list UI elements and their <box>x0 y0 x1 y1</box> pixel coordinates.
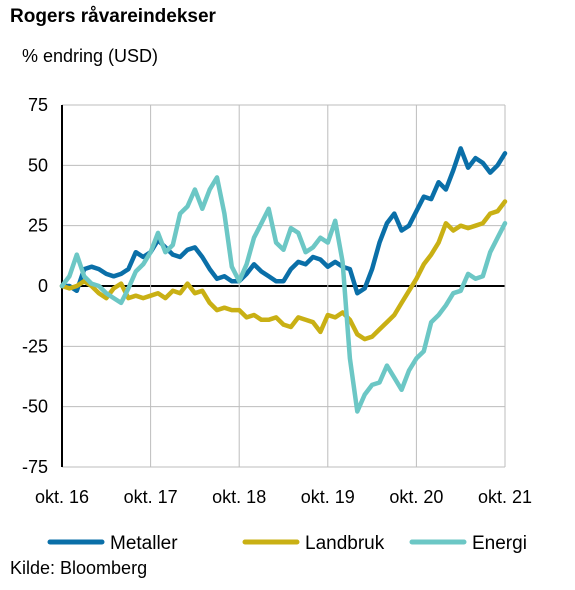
x-tick-label: okt. 18 <box>212 487 266 507</box>
x-axis: okt. 16 okt. 17 okt. 18 okt. 19 okt. 20 okt. … <box>35 487 532 507</box>
grid-lines <box>62 104 506 468</box>
y-tick-label: 50 <box>28 155 48 175</box>
y-tick-label: 75 <box>28 95 48 115</box>
y-tick-label: -50 <box>22 397 48 417</box>
legend-label-landbruk: Landbruk <box>305 533 385 554</box>
x-tick-label: okt. 20 <box>389 487 443 507</box>
y-axis-unit-label: % endring (USD) <box>22 46 159 66</box>
series-line-metaller <box>59 146 508 296</box>
series-line-landbruk <box>59 199 508 342</box>
legend-label-energi: Energi <box>472 533 527 554</box>
legend-label-metaller: Metaller <box>110 533 178 554</box>
y-axis: 75 50 25 0 -25 -50 -75 <box>22 95 63 477</box>
y-tick-label: 25 <box>28 216 48 236</box>
series-line-energi <box>59 175 508 414</box>
x-tick-label: okt. 17 <box>124 487 178 507</box>
source-note: Kilde: Bloomberg <box>10 558 148 578</box>
y-tick-label: 0 <box>38 276 48 296</box>
x-tick-label: okt. 19 <box>301 487 355 507</box>
x-tick-label: okt. 21 <box>478 487 532 507</box>
series-lines <box>59 146 508 414</box>
legend: Metaller Landbruk Energi <box>47 533 527 554</box>
y-tick-label: -75 <box>22 457 48 477</box>
chart-title: Rogers råvareindekser <box>10 6 216 27</box>
y-tick-label: -25 <box>22 336 48 356</box>
x-tick-label: okt. 16 <box>35 487 89 507</box>
